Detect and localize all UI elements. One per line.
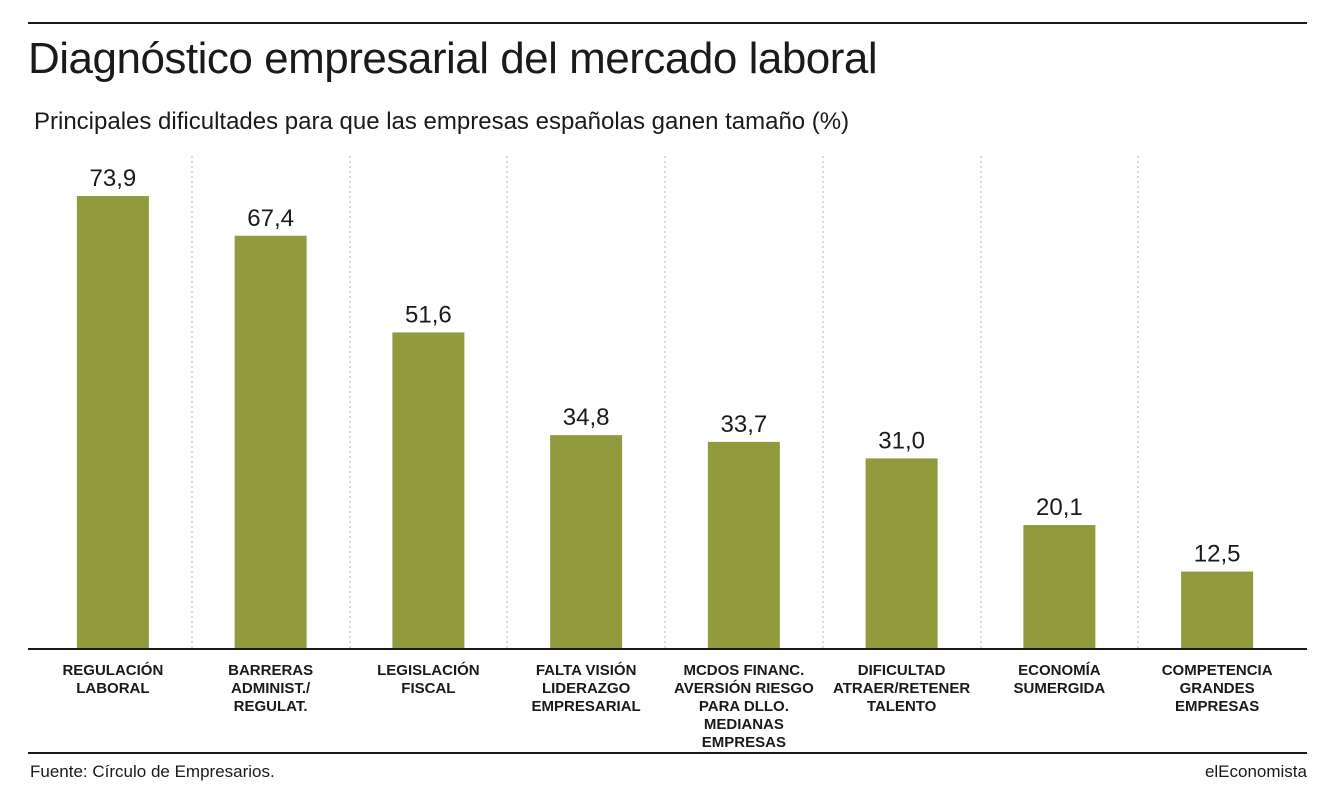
category-label: MCDOS FINANC. AVERSIÓN RIESGO PARA DLLO. ME… — [669, 662, 819, 752]
category-label: COMPETENCIA GRANDES EMPRESAS — [1142, 662, 1292, 716]
category-label: FALTA VISIÓN LIDERAZGO EMPRESARIAL — [511, 662, 661, 716]
category-label-line: LIDERAZGO — [541, 680, 631, 697]
category-label-line: DIFICULTAD — [857, 662, 946, 679]
bar — [76, 196, 149, 648]
data-label: 31,0 — [878, 427, 925, 454]
category-label-line: EMPRESAS — [1175, 698, 1260, 715]
category-label-line: AVERSIÓN RIESGO — [674, 680, 814, 697]
category-label-line: ATRAER/RETENER — [833, 680, 971, 697]
category-label-line: PARA DLLO. — [698, 698, 789, 715]
category-label-line: MCDOS FINANC. — [683, 662, 805, 679]
category-label-line: LEGISLACIÓN — [377, 662, 480, 679]
category-label: LEGISLACIÓN FISCAL — [353, 662, 503, 698]
category-label: DIFICULTAD ATRAER/RETENER TALENTO — [827, 662, 977, 716]
data-label: 34,8 — [563, 404, 610, 431]
chart-subtitle: Principales dificultades para que las em… — [34, 108, 850, 135]
category-label-line: LABORAL — [76, 680, 150, 697]
category-label-line: ECONOMÍA — [1018, 662, 1101, 679]
data-label: 51,6 — [405, 301, 452, 328]
category-label-line: FISCAL — [401, 680, 456, 697]
bar — [1181, 571, 1254, 648]
data-label: 33,7 — [721, 411, 768, 438]
source-note: Fuente: Círculo de Empresarios. — [30, 762, 275, 781]
category-label-line: REGULACIÓN — [62, 662, 164, 679]
bar — [234, 235, 307, 649]
category-label-line: ADMINIST./ — [231, 680, 311, 697]
category-label-line: COMPETENCIA — [1161, 662, 1273, 679]
data-label: 20,1 — [1036, 494, 1083, 521]
bar — [707, 441, 780, 648]
category-label-line: SUMERGIDA — [1013, 680, 1106, 697]
data-label: 67,4 — [247, 205, 294, 232]
category-label-line: MEDIANAS EMPRESAS — [701, 716, 786, 751]
chart-title: Diagnóstico empresarial del mercado labo… — [28, 34, 878, 83]
category-label: REGULACIÓN LABORAL — [38, 662, 188, 698]
top-rule — [28, 22, 1307, 24]
data-label: 73,9 — [90, 165, 137, 192]
category-label-line: GRANDES — [1179, 680, 1255, 697]
category-label: ECONOMÍA SUMERGIDA — [984, 662, 1134, 698]
brand-logo-text: elEconomista — [1204, 762, 1307, 781]
data-label: 12,5 — [1194, 541, 1241, 568]
bar — [1023, 525, 1096, 648]
bottom-rule — [28, 752, 1307, 754]
bar — [392, 332, 465, 648]
category-label-line: BARRERAS — [228, 662, 314, 679]
category-label-line: REGULAT. — [233, 698, 308, 715]
category-label-line: EMPRESARIAL — [531, 698, 641, 715]
category-label-line: TALENTO — [866, 698, 937, 715]
category-label: BARRERAS ADMINIST./REGULAT. — [196, 662, 346, 716]
category-label-line: FALTA VISIÓN — [535, 662, 637, 679]
bar — [865, 458, 938, 648]
bar — [550, 435, 623, 648]
